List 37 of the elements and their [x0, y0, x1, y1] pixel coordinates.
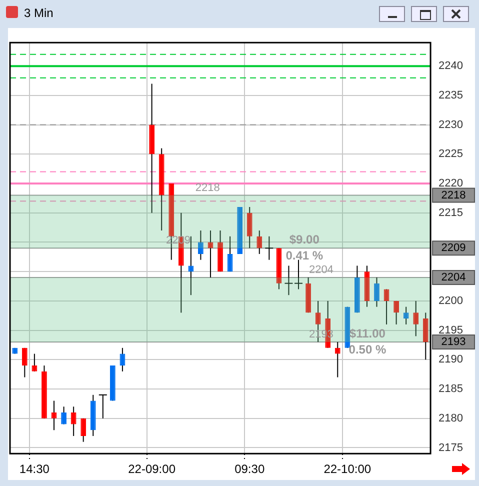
y-tick-label: 2225	[438, 148, 464, 160]
y-tick-label: 2200	[438, 294, 464, 307]
candlestick	[403, 306, 409, 325]
x-tick-label: 22-09:00	[128, 462, 176, 476]
candlestick	[70, 406, 76, 436]
annotation: 0.41 %	[286, 248, 324, 262]
x-tick-label: 09:30	[234, 462, 265, 476]
candlestick	[22, 347, 28, 378]
ref-line-label: 2218	[195, 182, 220, 194]
candlestick	[80, 418, 86, 442]
candlestick	[188, 236, 194, 296]
text: 2193	[441, 336, 466, 348]
y-tick-label: 2235	[438, 89, 464, 102]
y-tick-label: 2190	[438, 354, 464, 366]
x-tick-label: 22-10:00	[324, 462, 372, 476]
candlestick	[61, 406, 66, 425]
y-tick-label: 2240	[438, 60, 464, 72]
annotation: $9.00	[289, 232, 320, 246]
y-tick-label: 2185	[438, 383, 464, 396]
candlestick	[32, 353, 38, 372]
y-tick-label: 2195	[438, 324, 464, 336]
x-tick-label: 14:30	[19, 462, 50, 476]
y-tick-label: 2215	[438, 206, 464, 219]
text: 2204	[441, 271, 466, 284]
candlestick	[51, 400, 57, 431]
text: 2209	[441, 242, 466, 254]
y-tick-label: 2175	[438, 442, 464, 454]
text: 2218	[441, 189, 466, 202]
y-tick-label: 2220	[438, 178, 464, 190]
annotation: 0.50 %	[348, 342, 386, 356]
y-tick-label: 2180	[438, 412, 464, 424]
candlestick	[198, 230, 204, 260]
ref-line-label: 2204	[308, 264, 334, 276]
chart-title: 3 Min	[24, 6, 54, 20]
y-tick-label: 2230	[438, 118, 464, 131]
candlestick	[334, 342, 340, 378]
candlestick	[208, 230, 214, 278]
